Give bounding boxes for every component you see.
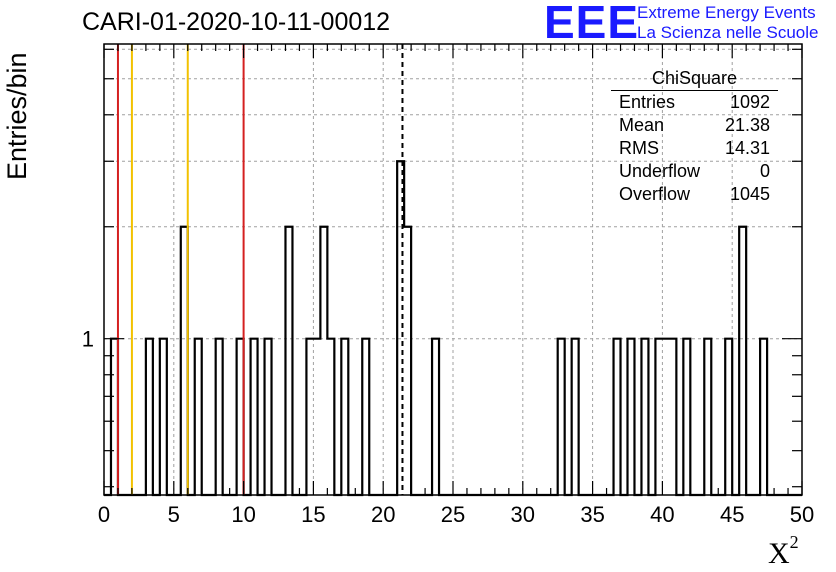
x-tick-label: 40 bbox=[650, 502, 674, 527]
histogram-bin bbox=[306, 339, 313, 495]
histogram-bin bbox=[320, 227, 327, 495]
x-tick-label: 35 bbox=[580, 502, 604, 527]
y-tick-label: 1 bbox=[82, 327, 94, 352]
histogram-bin bbox=[251, 339, 258, 495]
histogram-bin bbox=[265, 339, 272, 495]
histogram-bin bbox=[760, 339, 767, 495]
stats-value: 21.38 bbox=[724, 115, 770, 135]
y-axis-label: Entries/bin bbox=[2, 52, 32, 180]
histogram-bin bbox=[160, 339, 167, 495]
histogram-bin bbox=[628, 339, 635, 495]
histogram-bin bbox=[572, 339, 579, 495]
stats-value: 1045 bbox=[729, 184, 770, 204]
histogram-bin bbox=[111, 339, 118, 495]
marker-lines bbox=[116, 44, 404, 495]
stats-row-mean: Mean 21.38 bbox=[611, 114, 778, 137]
stats-value: 1092 bbox=[729, 92, 770, 112]
histogram-bin bbox=[181, 227, 188, 495]
histogram-bin bbox=[285, 227, 292, 495]
histogram-bin bbox=[432, 339, 439, 495]
histogram-bin bbox=[704, 339, 711, 495]
histogram-bin bbox=[327, 339, 334, 495]
x-axis-label: X2 bbox=[768, 532, 799, 571]
x-axis-label-main: X bbox=[768, 537, 790, 570]
axes: 0 5 10 15 20 25 30 35 40 45 50 1 bbox=[82, 43, 814, 527]
stats-value: 14.31 bbox=[724, 138, 770, 158]
histogram-bin bbox=[725, 339, 732, 495]
stats-box: ChiSquare Entries 1092 Mean 21.38 RMS 14… bbox=[611, 66, 778, 206]
stats-title: ChiSquare bbox=[611, 66, 778, 91]
stats-label: Mean bbox=[619, 115, 665, 135]
histogram-bin bbox=[662, 339, 669, 495]
x-tick-label: 20 bbox=[371, 502, 395, 527]
histogram-bin bbox=[404, 227, 411, 495]
stats-row-rms: RMS 14.31 bbox=[611, 137, 778, 160]
stats-row-overflow: Overflow 1045 bbox=[611, 183, 778, 206]
x-tick-label: 0 bbox=[98, 502, 110, 527]
eee-logo-mark: EEE bbox=[544, 0, 640, 48]
logo-line-2: La Scienza nelle Scuole bbox=[637, 23, 819, 42]
histogram-bin bbox=[146, 339, 153, 495]
histogram-bin bbox=[362, 339, 369, 495]
x-tick-label: 5 bbox=[168, 502, 180, 527]
histogram-bin bbox=[641, 339, 648, 495]
histogram-bin bbox=[216, 339, 223, 495]
eee-logo: EEE Extreme Energy Events La Scienza nel… bbox=[544, 0, 834, 46]
histogram-bin bbox=[614, 339, 621, 495]
histogram-bin bbox=[669, 339, 676, 495]
stats-label: Entries bbox=[619, 92, 676, 112]
histogram-bin bbox=[237, 339, 244, 495]
plot-title: CARI-01-2020-10-11-00012 bbox=[82, 8, 391, 36]
x-tick-label: 30 bbox=[511, 502, 535, 527]
histogram-bin bbox=[341, 339, 348, 495]
histogram-bin bbox=[655, 339, 662, 495]
x-tick-label: 10 bbox=[231, 502, 255, 527]
histogram-bin bbox=[195, 339, 202, 495]
stats-row-underflow: Underflow 0 bbox=[611, 160, 778, 183]
histogram-bin bbox=[739, 227, 746, 495]
histogram-bin bbox=[683, 339, 690, 495]
stats-label: RMS bbox=[619, 138, 659, 158]
x-tick-label: 15 bbox=[301, 502, 325, 527]
x-tick-label: 25 bbox=[441, 502, 465, 527]
stats-value: 0 bbox=[759, 161, 770, 181]
x-tick-label: 50 bbox=[790, 502, 814, 527]
x-tick-label: 45 bbox=[720, 502, 744, 527]
histogram-bin bbox=[558, 339, 565, 495]
stats-row-entries: Entries 1092 bbox=[611, 91, 778, 114]
logo-line-1: Extreme Energy Events bbox=[637, 3, 816, 22]
stats-label: Underflow bbox=[619, 161, 701, 181]
x-axis-label-superscript: 2 bbox=[789, 532, 799, 552]
stats-label: Overflow bbox=[619, 184, 691, 204]
histogram-bin bbox=[313, 339, 320, 495]
